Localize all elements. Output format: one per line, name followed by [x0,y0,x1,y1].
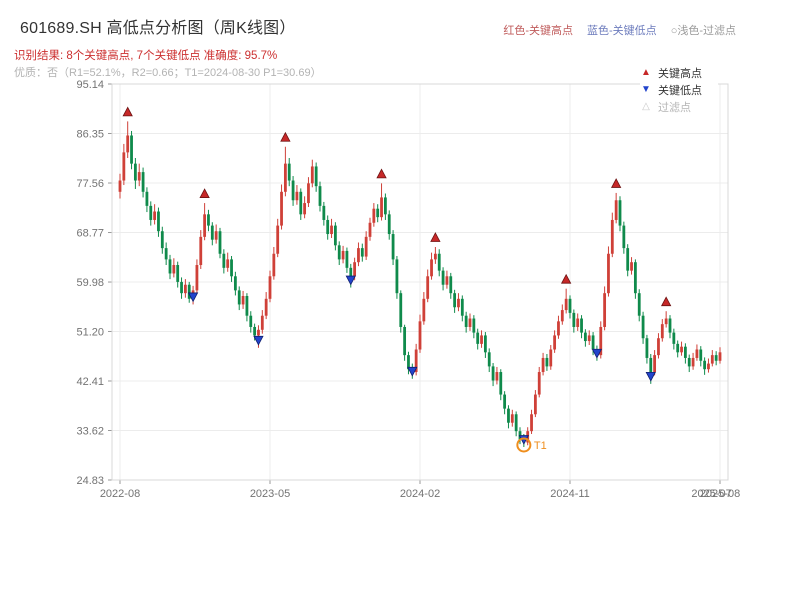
svg-text:95.14: 95.14 [76,79,104,91]
svg-text:77.56: 77.56 [76,178,104,190]
quality-text: 优质：否（R1=52.1%，R2=0.66；T1=2024-08-30 P1=3… [14,67,322,79]
legend-item-label: 关键低点 [658,84,702,97]
legend-item-label: 关键高点 [658,67,702,80]
svg-text:33.62: 33.62 [76,425,104,437]
svg-text:2022-08: 2022-08 [100,488,140,500]
legend-item-key-high: ▲ 关键高点 [640,64,718,81]
top-color-legend: 红色-关键高点 蓝色-关键低点 ○浅色-过滤点 [503,22,736,38]
svg-text:2023-05: 2023-05 [250,488,290,500]
svg-text:T1: T1 [534,440,547,452]
svg-text:42.41: 42.41 [76,376,104,388]
chart-legend-box: ▲ 关键高点 ▼ 关键低点 △ 过滤点 [640,62,718,117]
svg-text:2024-11: 2024-11 [550,488,590,500]
legend-text-key-high: 红色-关键高点 [503,25,574,37]
triangle-down-icon: ▼ [641,83,651,95]
svg-text:51.20: 51.20 [76,326,104,338]
legend-item-label: 过滤点 [658,101,691,114]
legend-item-filter: △ 过滤点 [640,98,718,115]
legend-item-key-low: ▼ 关键低点 [640,81,718,98]
legend-text-filter: ○浅色-过滤点 [670,25,736,37]
svg-text:68.77: 68.77 [76,228,104,240]
svg-text:86.35: 86.35 [76,129,104,141]
svg-text:2025-08: 2025-08 [700,488,740,500]
svg-text:2024-02: 2024-02 [400,488,440,500]
svg-text:59.98: 59.98 [76,277,104,289]
triangle-up-icon: ▲ [641,66,651,78]
triangle-hollow-icon: △ [642,100,650,112]
page-title: 601689.SH 高低点分析图（周K线图） [20,20,296,37]
recognition-result-text: 识别结果: 8个关键高点, 7个关键低点 准确度: 95.7% [14,50,278,62]
legend-text-key-low: 蓝色-关键低点 [587,25,657,37]
svg-text:2025-07: 2025-07 [691,488,731,500]
svg-text:24.83: 24.83 [76,475,104,487]
